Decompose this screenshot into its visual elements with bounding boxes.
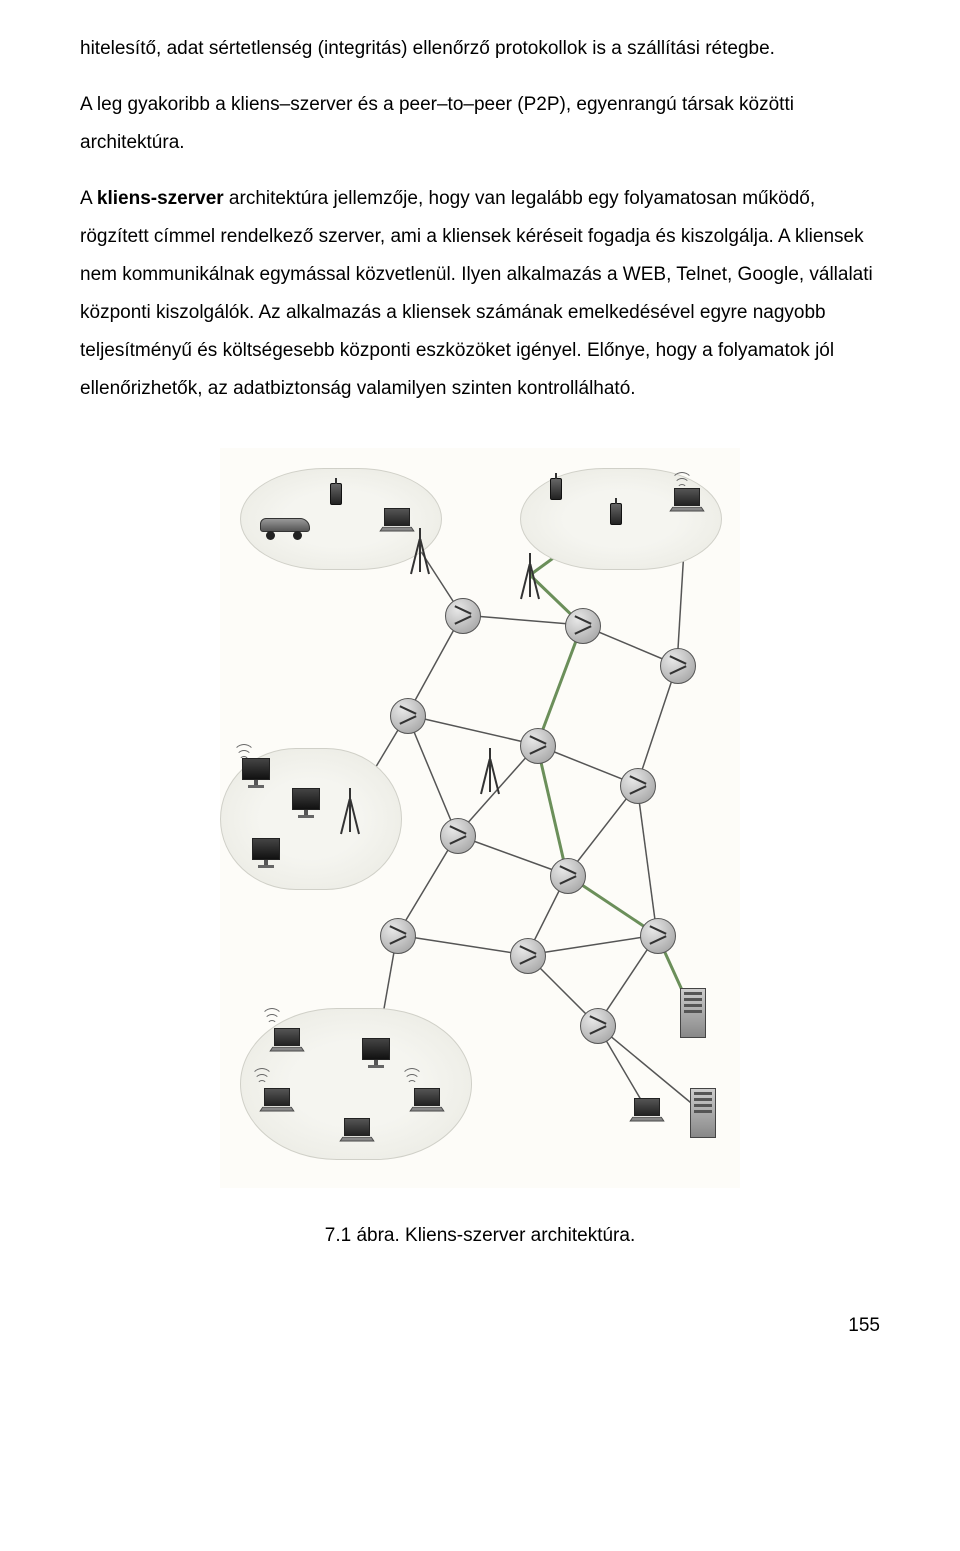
router-icon	[510, 938, 546, 974]
router-icon	[440, 818, 476, 854]
laptop-icon	[340, 1118, 374, 1142]
paragraph-1: hitelesítő, adat sértetlenség (integritá…	[80, 30, 880, 68]
mobile-phone-icon	[330, 483, 342, 505]
wifi-signal-icon	[232, 744, 254, 766]
laptop-icon	[270, 1028, 304, 1052]
network-link	[637, 785, 657, 935]
antenna-tower-icon	[410, 528, 430, 572]
router-icon	[445, 598, 481, 634]
wifi-signal-icon	[400, 1068, 422, 1090]
router-icon	[640, 918, 676, 954]
antenna-tower-icon	[480, 748, 500, 792]
desktop-monitor-icon	[290, 788, 322, 820]
router-icon	[580, 1008, 616, 1044]
network-link	[637, 665, 677, 785]
network-diagram	[220, 448, 740, 1188]
network-link	[537, 745, 567, 875]
router-icon	[390, 698, 426, 734]
page-number: 155	[80, 1315, 880, 1337]
mobile-phone-icon	[610, 503, 622, 525]
network-link	[407, 715, 457, 835]
bold-term-kliens-szerver: kliens-szerver	[97, 188, 224, 209]
car-icon	[260, 518, 308, 538]
router-icon	[620, 768, 656, 804]
server-icon	[690, 1088, 716, 1138]
figure-caption: 7.1 ábra. Kliens-szerver architektúra.	[80, 1217, 880, 1255]
antenna-tower-icon	[340, 788, 360, 832]
router-icon	[565, 608, 601, 644]
laptop-icon	[630, 1098, 664, 1122]
text-fragment: A	[80, 188, 97, 209]
paragraph-2: A leg gyakoribb a kliens–szerver és a pe…	[80, 86, 880, 162]
network-link	[407, 715, 537, 745]
router-icon	[660, 648, 696, 684]
router-icon	[380, 918, 416, 954]
wifi-signal-icon	[260, 1008, 282, 1030]
desktop-monitor-icon	[250, 838, 282, 870]
paragraph-3: A kliens-szerver architektúra jellemzője…	[80, 180, 880, 408]
laptop-icon	[380, 508, 414, 532]
text-fragment: architektúra jellemzője, hogy van legalá…	[80, 188, 873, 399]
desktop-monitor-icon	[360, 1038, 392, 1070]
laptop-icon	[260, 1088, 294, 1112]
network-link	[527, 935, 657, 955]
wifi-signal-icon	[670, 472, 692, 494]
wifi-signal-icon	[250, 1068, 272, 1090]
document-page: hitelesítő, adat sértetlenség (integritá…	[0, 0, 960, 1377]
network-link	[537, 625, 582, 745]
antenna-tower-icon	[520, 553, 540, 597]
server-icon	[680, 988, 706, 1038]
laptop-icon	[410, 1088, 444, 1112]
network-link	[397, 935, 527, 955]
mobile-phone-icon	[550, 478, 562, 500]
router-icon	[550, 858, 586, 894]
router-icon	[520, 728, 556, 764]
figure-container: 7.1 ábra. Kliens-szerver architektúra.	[80, 448, 880, 1255]
